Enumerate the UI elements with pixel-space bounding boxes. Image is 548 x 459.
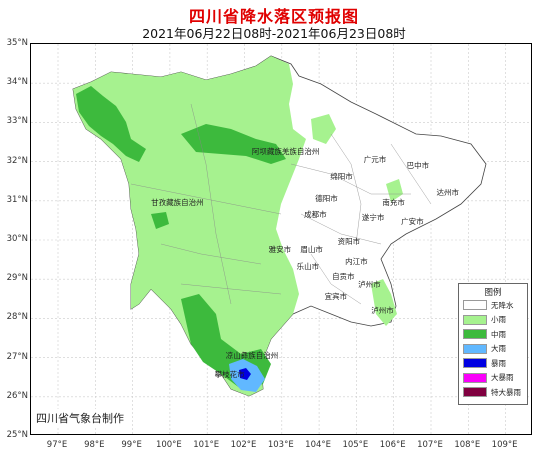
longitude-tick-label: 109°E bbox=[491, 440, 518, 450]
city-label: 达州市 bbox=[436, 187, 460, 197]
city-label: 南充市 bbox=[382, 197, 405, 207]
city-label: 绵阳市 bbox=[330, 172, 353, 182]
longitude-tick-label: 102°E bbox=[230, 440, 257, 450]
latitude-tick-label: 31°N bbox=[6, 194, 28, 205]
moderate-rain-patch bbox=[151, 212, 169, 229]
city-label: 内江市 bbox=[345, 256, 368, 266]
light-rain-east-1 bbox=[311, 114, 336, 144]
latitude-tick-label: 35°N bbox=[6, 38, 28, 48]
legend-label: 暴雨 bbox=[491, 358, 506, 368]
map-title: 四川省降水落区预报图 bbox=[188, 7, 359, 26]
precipitation-map bbox=[31, 44, 531, 434]
longitude-tick-label: 108°E bbox=[454, 440, 481, 450]
legend-swatch bbox=[463, 329, 487, 340]
legend-swatch bbox=[463, 358, 487, 369]
legend-item: 大雨 bbox=[463, 342, 527, 357]
city-label: 泸州市 bbox=[371, 305, 394, 315]
city-label: 眉山市 bbox=[300, 244, 323, 254]
longitude-tick-label: 99°E bbox=[121, 440, 142, 450]
legend-label: 小雨 bbox=[491, 315, 506, 325]
latitude-tick-label: 29°N bbox=[6, 273, 28, 284]
legend-item: 大暴雨 bbox=[463, 371, 527, 386]
moderate-rain-north bbox=[181, 124, 286, 164]
city-label: 甘孜藏族自治州 bbox=[151, 197, 204, 207]
legend-label: 特大暴雨 bbox=[491, 387, 521, 397]
city-label: 凉山彝族自治州 bbox=[225, 350, 279, 360]
longitude-tick-label: 101°E bbox=[193, 440, 220, 450]
longitude-tick-label: 100°E bbox=[155, 440, 182, 450]
legend-label: 中雨 bbox=[491, 329, 506, 339]
legend-item: 暴雨 bbox=[463, 356, 527, 371]
city-label: 遂宁市 bbox=[361, 213, 385, 223]
longitude-tick-label: 97°E bbox=[46, 440, 68, 450]
city-label: 广安市 bbox=[401, 217, 424, 227]
legend-swatch bbox=[463, 343, 487, 354]
longitude-tick-label: 105°E bbox=[342, 440, 369, 450]
latitude-tick-label: 28°N bbox=[6, 312, 28, 323]
legend-title: 图例 bbox=[484, 288, 502, 298]
latitude-tick-label: 25°N bbox=[6, 430, 28, 440]
city-label: 泸州市 bbox=[358, 280, 381, 290]
legend-swatch bbox=[463, 372, 487, 383]
legend-item: 特大暴雨 bbox=[463, 385, 527, 400]
longitude-tick-label: 104°E bbox=[305, 440, 332, 450]
city-label: 巴中市 bbox=[406, 160, 430, 170]
city-label: 宜宾市 bbox=[324, 291, 348, 301]
city-label: 攀枝花市 bbox=[214, 370, 245, 380]
latitude-tick-label: 32°N bbox=[6, 155, 28, 166]
city-label: 德阳市 bbox=[315, 193, 338, 203]
legend-swatch bbox=[463, 300, 487, 311]
city-label: 广元市 bbox=[363, 154, 387, 164]
moderate-rain-northwest bbox=[76, 86, 146, 162]
city-label: 乐山市 bbox=[296, 262, 320, 272]
longitude-tick-label: 107°E bbox=[417, 440, 443, 450]
legend-swatch bbox=[463, 387, 487, 398]
longitude-tick-label: 106°E bbox=[379, 440, 406, 450]
latitude-tick-label: 26°N bbox=[6, 390, 28, 401]
latitude-tick-label: 33°N bbox=[6, 116, 28, 127]
latitude-tick-label: 27°N bbox=[6, 351, 28, 362]
rainstorm-area bbox=[239, 368, 251, 380]
county-boundaries bbox=[130, 103, 432, 305]
longitude-tick-label: 103°E bbox=[267, 440, 294, 450]
legend-swatch bbox=[463, 314, 487, 325]
city-label: 雅安市 bbox=[268, 244, 292, 254]
credit-text: 四川省气象台制作 bbox=[33, 409, 127, 427]
legend-item: 无降水 bbox=[463, 298, 527, 313]
map-subtitle: 2021年06月22日08时-2021年06月23日08时 bbox=[142, 26, 406, 41]
city-label: 资阳市 bbox=[337, 236, 361, 246]
legend-label: 无降水 bbox=[491, 300, 514, 310]
city-label: 阿坝藏族羌族自治州 bbox=[251, 146, 320, 156]
longitude-tick-label: 98°E bbox=[84, 440, 105, 450]
legend-label: 大雨 bbox=[491, 344, 506, 354]
city-label: 成都市 bbox=[304, 209, 327, 219]
latitude-tick-label: 34°N bbox=[6, 77, 28, 88]
legend-item: 中雨 bbox=[463, 327, 527, 342]
light-rain-east-2 bbox=[386, 179, 403, 202]
map-area[interactable] bbox=[30, 43, 532, 435]
light-rain-east-3 bbox=[371, 279, 397, 326]
latitude-tick-label: 30°N bbox=[6, 234, 28, 244]
legend-label: 大暴雨 bbox=[491, 373, 514, 383]
city-label: 自贡市 bbox=[332, 272, 355, 282]
legend: 图例 无降水小雨中雨大雨暴雨大暴雨特大暴雨 bbox=[458, 283, 528, 405]
legend-item: 小雨 bbox=[463, 313, 527, 328]
